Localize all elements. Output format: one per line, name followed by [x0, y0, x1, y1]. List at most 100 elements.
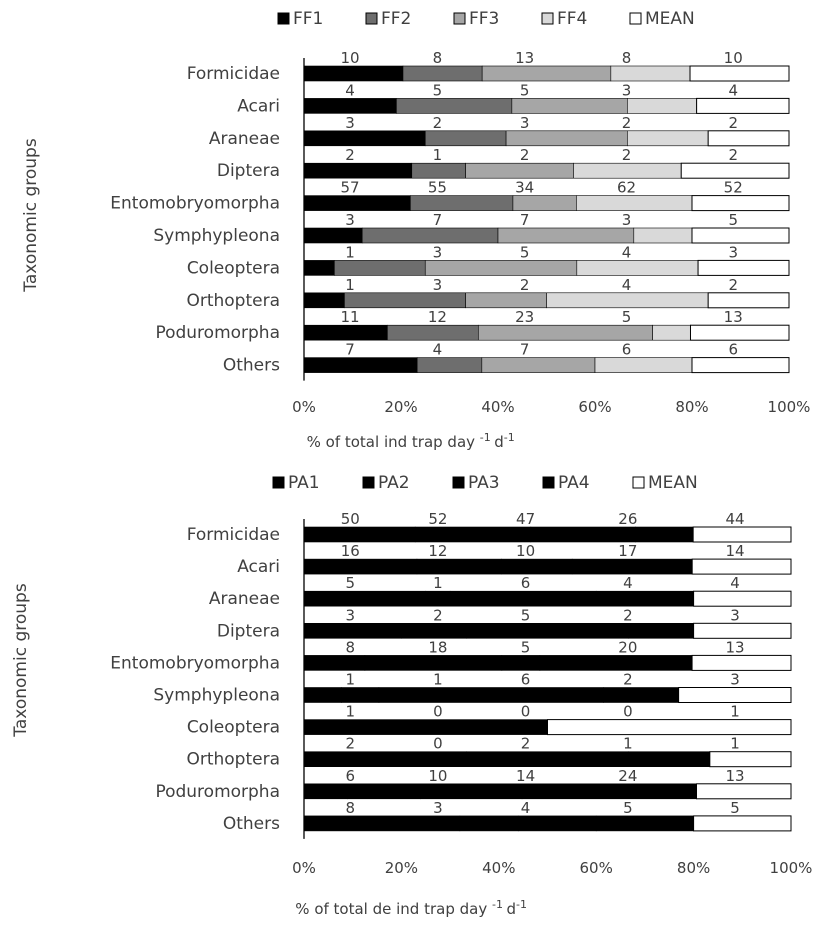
data-label-ff2: 4 — [433, 341, 443, 359]
data-label-mean: 6 — [728, 341, 738, 359]
x-axis-title: % of total de ind trap day -1 d-1 — [295, 898, 527, 918]
data-label-pa4: 5 — [623, 799, 633, 817]
data-label-pa1: 8 — [345, 638, 355, 656]
bar-diptera-ff4 — [573, 162, 682, 179]
bar-symphypleona-pa4 — [603, 687, 679, 703]
bar-orthoptera-pa3 — [466, 751, 629, 768]
data-label-ff4: 8 — [622, 49, 632, 67]
data-label-pa2: 52 — [428, 510, 447, 528]
data-label-ff4: 3 — [622, 211, 632, 229]
category-label: Symphypleona — [153, 686, 280, 706]
data-label-mean: 13 — [725, 767, 744, 785]
data-label-ff2: 1 — [433, 146, 443, 164]
bar-acari-pa2 — [416, 558, 502, 575]
data-label-pa4: 0 — [623, 703, 633, 721]
bar-others-ff4 — [594, 357, 693, 373]
bar-formicidae-ff3 — [481, 65, 612, 82]
bar-diptera-mean — [680, 162, 790, 179]
x-axis-title: % of total ind trap day -1 d-1 — [307, 431, 515, 451]
data-label-ff1: 4 — [345, 81, 355, 99]
data-label-mean: 5 — [728, 211, 738, 229]
bar-coleoptera-ff2 — [334, 260, 426, 276]
category-label: Diptera — [217, 621, 280, 641]
bar-poduromorpha-ff3 — [477, 324, 653, 341]
data-label-ff1: 10 — [341, 49, 360, 67]
category-label: Formicidae — [187, 525, 280, 545]
bar-entomobryomorpha-pa1 — [303, 655, 366, 671]
data-label-ff3: 7 — [520, 341, 530, 359]
legend-swatch-pa2 — [362, 476, 375, 489]
data-label-pa2: 10 — [428, 767, 447, 785]
bar-diptera-pa4 — [628, 622, 694, 639]
bar-entomobryomorpha-mean — [691, 195, 790, 212]
bar-entomobryomorpha-ff3 — [512, 195, 577, 211]
data-label-ff2: 12 — [428, 308, 447, 326]
bar-diptera-pa3 — [466, 622, 629, 639]
bar-orthoptera-pa1 — [303, 751, 467, 768]
data-label-ff1: 11 — [341, 308, 360, 326]
x-tick-label: 40% — [482, 859, 515, 877]
bar-araneae-ff2 — [424, 130, 507, 147]
x-tick-label: 0% — [292, 398, 316, 416]
data-label-pa2: 3 — [433, 799, 443, 817]
category-label: Entomobryomorpha — [110, 653, 280, 673]
bar-formicidae-mean — [689, 65, 790, 82]
data-label-pa2: 1 — [433, 671, 443, 689]
data-label-ff1: 2 — [345, 146, 355, 164]
category-label: Coleoptera — [187, 258, 280, 278]
x-tick-label: 20% — [385, 859, 418, 877]
data-label-mean: 3 — [730, 606, 740, 624]
data-label-ff4: 4 — [622, 276, 632, 294]
data-label-pa3: 6 — [521, 671, 531, 689]
data-label-ff4: 62 — [617, 179, 636, 197]
bar-formicidae-ff4 — [610, 65, 691, 82]
data-label-pa3: 6 — [521, 574, 531, 592]
data-label-pa2: 2 — [433, 606, 443, 624]
legend-label-ff4: FF4 — [557, 9, 587, 29]
data-label-ff1: 1 — [345, 276, 355, 294]
data-label-ff1: 3 — [345, 114, 355, 132]
data-label-pa1: 5 — [345, 574, 355, 592]
legend-label-pa4: PA4 — [558, 473, 590, 493]
x-tick-label: 80% — [675, 398, 708, 416]
bar-diptera-ff2 — [411, 162, 466, 179]
bar-entomobryomorpha-pa2 — [364, 655, 503, 671]
bar-poduromorpha-pa3 — [419, 783, 523, 800]
bar-acari-ff3 — [511, 98, 628, 114]
data-label-mean: 52 — [724, 179, 743, 197]
category-label: Poduromorpha — [155, 323, 280, 343]
bar-orthoptera-ff4 — [546, 292, 709, 309]
legend-label-ff1: FF1 — [293, 9, 323, 29]
bar-coleoptera-ff1 — [303, 260, 335, 276]
data-label-pa3: 2 — [521, 735, 531, 753]
data-label-pa3: 10 — [516, 542, 535, 560]
bar-acari-pa4 — [571, 558, 693, 575]
data-label-ff2: 3 — [433, 243, 443, 261]
bar-araneae-pa4 — [595, 590, 694, 607]
bar-others-pa1 — [303, 815, 461, 832]
x-tick-label: 0% — [292, 859, 316, 877]
bar-formicidae-mean — [692, 526, 792, 543]
bar-symphypleona-pa2 — [341, 687, 380, 703]
data-label-ff2: 2 — [433, 114, 443, 132]
data-label-ff1: 7 — [345, 341, 355, 359]
bar-formicidae-pa2 — [414, 526, 532, 543]
bar-others-pa2 — [459, 815, 519, 832]
legend-label-pa1: PA1 — [288, 473, 320, 493]
y-axis-title: Taxonomic groups — [21, 138, 41, 293]
bar-araneae-ff3 — [505, 130, 628, 147]
data-label-mean: 4 — [730, 574, 740, 592]
bar-symphypleona-pa1 — [303, 687, 342, 703]
category-label: Araneae — [209, 589, 280, 609]
data-label-pa2: 18 — [428, 638, 447, 656]
data-label-ff3: 13 — [515, 49, 534, 67]
bar-formicidae-pa4 — [635, 526, 694, 543]
bar-others-ff1 — [303, 357, 418, 373]
bar-orthoptera-mean — [709, 751, 792, 768]
data-label-pa3: 14 — [516, 767, 535, 785]
data-label-pa4: 17 — [618, 542, 637, 560]
bar-formicidae-pa1 — [303, 526, 416, 543]
bar-symphypleona-ff3 — [497, 227, 635, 244]
data-label-mean: 4 — [728, 81, 738, 99]
